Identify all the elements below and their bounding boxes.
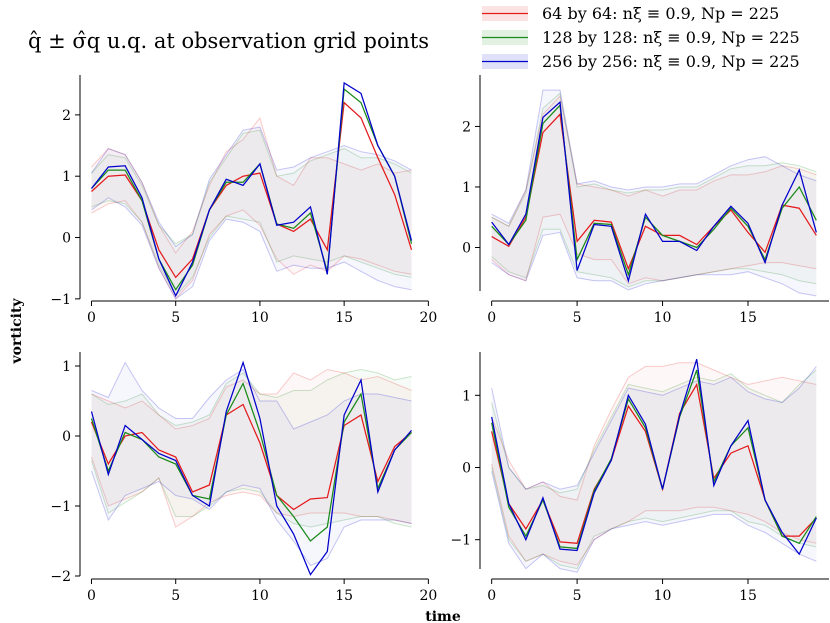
panel-top-right: 0 1 2 0 5 10 15 — [462, 75, 829, 326]
uq-band-s256 — [492, 90, 817, 296]
upper-bound-s256 — [91, 361, 412, 430]
lower-bound-s256 — [491, 231, 817, 297]
series-line-s64 — [491, 112, 817, 271]
lower-bound-s256 — [491, 470, 817, 573]
lower-bound-s64 — [491, 213, 817, 285]
x-tick-label: 20 — [419, 588, 437, 604]
upper-bound-s128 — [491, 92, 817, 227]
y-tick-label: 0 — [462, 241, 471, 257]
y-tick-label: −1 — [50, 499, 71, 515]
x-tick-label: 0 — [87, 310, 96, 326]
x-axis-label: time — [425, 609, 461, 623]
upper-bound-s128 — [91, 129, 412, 245]
series-line-s256 — [90, 81, 413, 298]
series-group — [90, 360, 412, 576]
y-tick-label: 0 — [62, 231, 71, 247]
x-tick-label: 0 — [487, 588, 496, 604]
series-line-s128 — [491, 103, 817, 277]
x-tick-label: 15 — [335, 310, 353, 326]
y-tick-label: −1 — [450, 533, 471, 549]
y-tick-label: 2 — [462, 119, 471, 135]
y-tick-label: 1 — [62, 359, 71, 375]
y-tick-label: −2 — [50, 569, 71, 585]
upper-bound-s64 — [491, 362, 817, 501]
x-tick-label: 5 — [171, 310, 180, 326]
upper-bound-s128 — [91, 368, 412, 427]
series-line-s64 — [90, 403, 412, 511]
lower-bound-s128 — [90, 460, 412, 528]
x-tick-label: 0 — [487, 310, 496, 326]
upper-bound-s64 — [91, 116, 412, 254]
y-tick-label: 0 — [62, 429, 71, 445]
lower-bound-s64 — [91, 200, 412, 300]
series-line-s256 — [491, 100, 817, 284]
x-tick-label: 15 — [739, 588, 757, 604]
x-tick-label: 10 — [251, 310, 269, 326]
upper-bound-s64 — [91, 368, 412, 430]
lower-bound-s256 — [91, 197, 412, 300]
series-line-s256 — [90, 360, 412, 576]
x-tick-label: 10 — [654, 310, 672, 326]
x-tick-label: 10 — [251, 588, 269, 604]
legend-label-256: 256 by 256: nξ ≡ 0.9, Np = 225 — [542, 52, 800, 71]
upper-bound-s256 — [91, 126, 412, 248]
series-line-s128 — [91, 87, 413, 291]
lower-bound-s256 — [91, 470, 412, 567]
lower-bound-s128 — [491, 467, 817, 570]
x-tick-label: 5 — [573, 310, 582, 326]
series-group — [90, 81, 413, 300]
legend-label-128: 128 by 128: nξ ≡ 0.9, Np = 225 — [542, 28, 800, 47]
y-tick-label: 1 — [62, 169, 71, 185]
y-tick-label: −1 — [50, 292, 71, 308]
x-tick-label: 15 — [335, 588, 353, 604]
y-tick-label: 0 — [462, 461, 471, 477]
y-tick-label: 1 — [462, 180, 471, 196]
y-tick-label: 1 — [462, 388, 471, 404]
lower-bound-s64 — [91, 456, 412, 528]
x-tick-label: 15 — [739, 310, 757, 326]
x-tick-label: 5 — [573, 588, 582, 604]
figure-title: q̂ ± σ̂q u.q. at observation grid points — [28, 29, 429, 53]
lower-bound-s128 — [91, 200, 412, 297]
upper-bound-s256 — [491, 89, 817, 224]
upper-bound-s256 — [491, 366, 817, 490]
legend-label-64: 64 by 64: nξ ≡ 0.9, Np = 225 — [542, 4, 779, 23]
upper-bound-s128 — [491, 369, 817, 494]
series-group — [491, 89, 817, 297]
series-group — [491, 359, 817, 573]
lower-bound-s64 — [491, 463, 817, 566]
y-tick-label: 2 — [62, 108, 71, 124]
x-tick-label: 0 — [87, 588, 96, 604]
x-tick-label: 5 — [171, 588, 180, 604]
y-axis-label: vorticity — [9, 298, 25, 365]
upper-bound-s64 — [491, 95, 817, 227]
legend: 64 by 64: nξ ≡ 0.9, Np = 225 128 by 128:… — [482, 4, 800, 71]
x-tick-label: 10 — [654, 588, 672, 604]
series-line-s256 — [491, 359, 817, 556]
lower-bound-s128 — [491, 228, 817, 288]
x-tick-label: 20 — [419, 310, 437, 326]
